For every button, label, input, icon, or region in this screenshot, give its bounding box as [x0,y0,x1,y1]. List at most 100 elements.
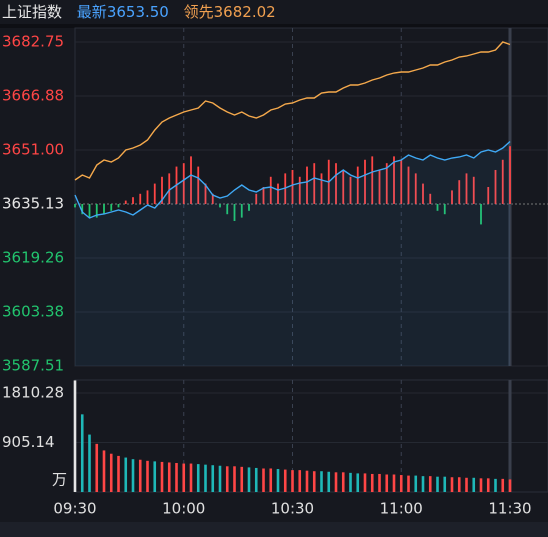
y-tick-label: 3666.88 [2,86,64,104]
x-tick-label: 10:00 [162,500,205,518]
change-bar [240,204,243,218]
change-bar [255,193,258,204]
change-bar [219,204,221,208]
y-tick-label: 3635.13 [2,195,64,213]
change-bar [269,176,272,204]
change-bar [248,204,250,211]
change-bar [320,173,323,204]
change-bar [378,169,381,204]
volume-bar [486,478,490,492]
volume-bar [138,459,142,492]
volume-bar [211,465,215,492]
index-name: 上证指数 [2,3,62,21]
change-bar [81,204,84,215]
x-tick-label: 10:30 [271,500,314,518]
volume-bar [378,473,381,492]
volume-bar [262,468,265,492]
change-bar [349,176,352,204]
separator [0,24,548,28]
volume-bar [276,469,280,492]
volume-bar [443,476,447,492]
volume-bar [146,460,149,492]
change-bar [88,204,91,218]
change-bar [436,204,439,211]
change-bar [211,193,214,204]
volume-bar [472,477,476,492]
lead-value: 3682.02 [214,3,276,21]
volume-bar [457,477,461,492]
change-bar [95,204,98,218]
change-bar [161,176,163,204]
change-bar [407,166,410,204]
volume-bar [80,414,84,492]
change-bar [335,163,337,204]
change-bar [356,166,359,204]
change-bar [146,190,149,204]
volume-bar [305,470,309,492]
volume-bar [370,473,374,492]
volume-bar [269,468,273,492]
change-bar [233,204,236,222]
volume-bar [225,466,229,492]
change-bar [342,169,345,204]
volume-bar [327,471,331,492]
x-tick-label: 09:30 [53,500,96,518]
volume-bar [117,455,120,492]
volume-bar [479,478,483,492]
price-area [75,141,510,366]
change-bar [197,166,200,204]
volume-bar [153,461,157,492]
y-tick-label: 3651.00 [2,141,64,159]
volume-bar [73,380,77,492]
y-tick-label: 905.14 [2,433,55,451]
volume-bar [291,470,294,492]
volume-bar [109,453,113,492]
lead-label: 领先 [184,3,214,21]
volume-bar [95,443,99,492]
y-tick-label: 3603.38 [2,303,64,321]
volume-bar [414,475,418,492]
volume-bar [175,463,178,492]
change-bar [124,200,127,204]
change-bar [509,146,511,204]
change-bar [298,176,301,204]
x-tick-label: 11:00 [380,500,423,518]
series-line [74,41,511,181]
change-bar [422,183,424,204]
change-bar [291,169,294,204]
change-bar [501,159,504,204]
volume-bar [189,463,193,492]
change-bar [414,173,417,204]
volume-bar [341,472,345,492]
change-bar [226,204,229,215]
volume-bar [182,463,186,492]
volume-bar [247,467,251,492]
volume-bar [356,473,360,492]
change-bar [190,156,192,204]
change-bar [262,186,265,204]
x-tick-label: 11:30 [488,500,531,518]
change-bar [393,156,395,204]
volume-bar [399,475,403,492]
y-tick-label: 3587.51 [2,357,64,375]
change-bar [306,166,308,204]
volume-bar [312,471,316,492]
change-bar [443,204,446,215]
change-bar [480,204,482,225]
volume-bar [436,476,439,492]
change-bar [110,204,113,211]
change-bar [472,176,475,204]
change-bar [313,163,316,204]
change-bar [153,183,156,204]
tab-bar [0,522,548,537]
change-bar [103,204,105,215]
volume-bar [102,450,106,492]
change-bar [364,159,366,204]
volume-bar [283,469,287,492]
volume-bar [167,462,171,492]
volume-bar [465,477,468,492]
volume-bar [204,464,207,492]
change-bar [139,193,142,204]
y-tick-label: 3682.75 [2,33,64,51]
